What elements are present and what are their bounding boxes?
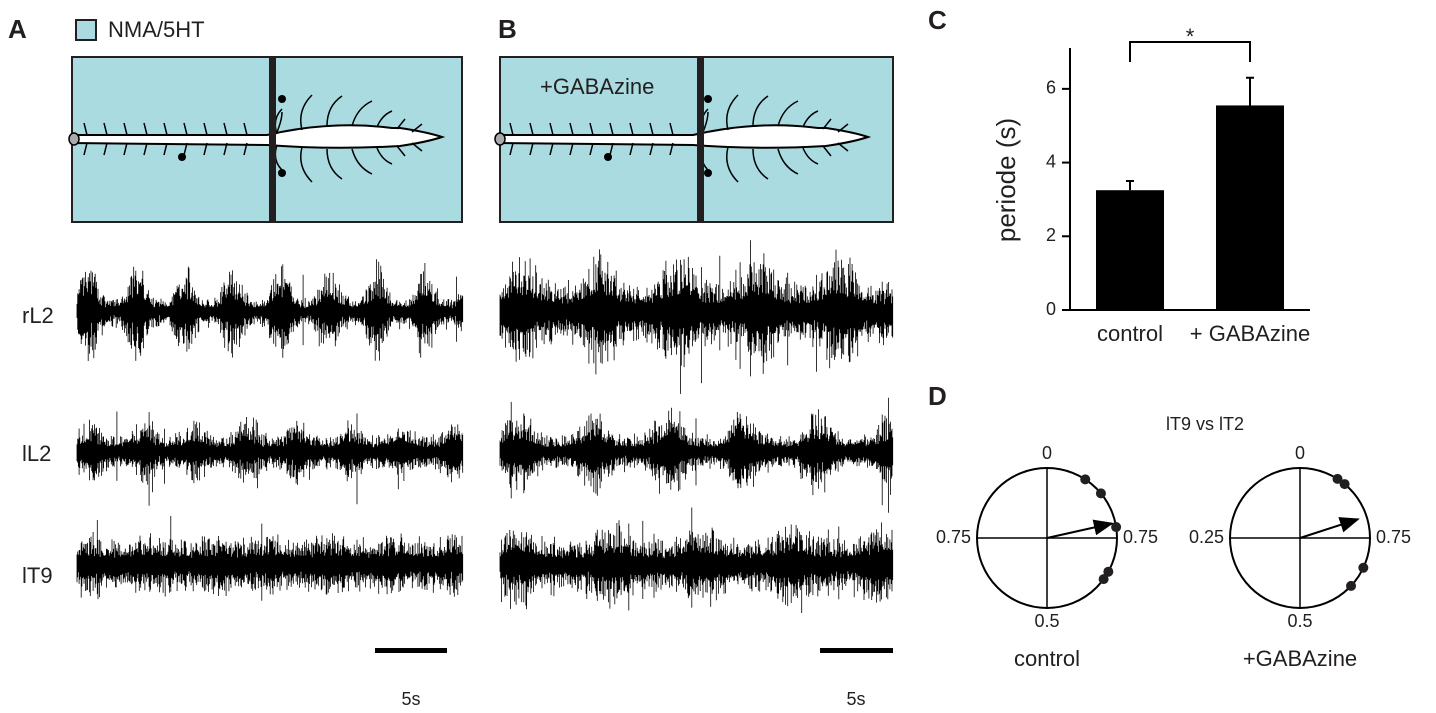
phase-dot <box>1103 566 1114 577</box>
condition-label: +GABAzine <box>540 74 654 99</box>
trace <box>499 240 894 394</box>
error-bar <box>1126 180 1134 191</box>
bar <box>1216 105 1284 310</box>
error-bar <box>1246 76 1254 106</box>
significance-bracket <box>1129 41 1251 62</box>
y-tick-label: 2 <box>1046 225 1056 245</box>
phase-dot <box>1358 562 1369 573</box>
phase-label: 0 <box>1042 443 1052 463</box>
prep-b <box>494 56 894 223</box>
x-tick-label: + GABAzine <box>1190 321 1310 346</box>
bar <box>1096 190 1164 310</box>
phase-dot <box>1332 473 1343 484</box>
phase-label: 0 <box>1295 443 1305 463</box>
mean-vector <box>1046 519 1114 539</box>
panel-title: lT9 vs lT2 <box>1166 414 1244 434</box>
trace <box>76 259 464 361</box>
trace <box>76 411 464 506</box>
trace <box>499 507 894 613</box>
phase-dot <box>1098 574 1109 585</box>
trace <box>76 515 464 601</box>
phase-label: 0.75 <box>1123 527 1158 547</box>
phase-dot <box>1339 479 1350 490</box>
panel-letter: C <box>928 5 947 35</box>
scale-bar <box>820 648 893 653</box>
panel-letter: A <box>8 14 27 44</box>
polar-title: +GABAzine <box>1243 646 1357 671</box>
panel-letter: D <box>928 381 947 411</box>
trace-label: lT9 <box>22 563 53 588</box>
y-axis-label: periode (s) <box>991 118 1021 242</box>
trace-label: rL2 <box>22 303 54 328</box>
polar-title: control <box>1014 646 1080 671</box>
legend-swatch <box>75 19 97 41</box>
phase-label: 0.5 <box>1034 611 1059 631</box>
phase-dot <box>1111 522 1122 533</box>
phase-label: 0.75 <box>936 527 971 547</box>
scale-bar <box>375 648 447 653</box>
y-tick-label: 0 <box>1046 299 1056 319</box>
mean-vector <box>1299 517 1360 539</box>
y-tick-label: 4 <box>1046 151 1056 171</box>
phase-dot <box>1095 488 1106 499</box>
phase-label: 0.75 <box>1376 527 1411 547</box>
y-tick-label: 6 <box>1046 78 1056 98</box>
trace-label: lL2 <box>22 441 51 466</box>
phase-dot <box>1080 474 1091 485</box>
significance-label: * <box>1186 24 1195 49</box>
x-tick-label: control <box>1097 321 1163 346</box>
trace <box>499 397 894 513</box>
legend-label: NMA/5HT <box>108 17 205 42</box>
prep-a <box>68 56 463 223</box>
phase-label: 0.25 <box>1189 527 1224 547</box>
phase-label: 0.5 <box>1287 611 1312 631</box>
scale-label: 5s <box>401 689 420 709</box>
phase-dot <box>1346 580 1357 591</box>
panel-letter: B <box>498 14 517 44</box>
scale-label: 5s <box>846 689 865 709</box>
